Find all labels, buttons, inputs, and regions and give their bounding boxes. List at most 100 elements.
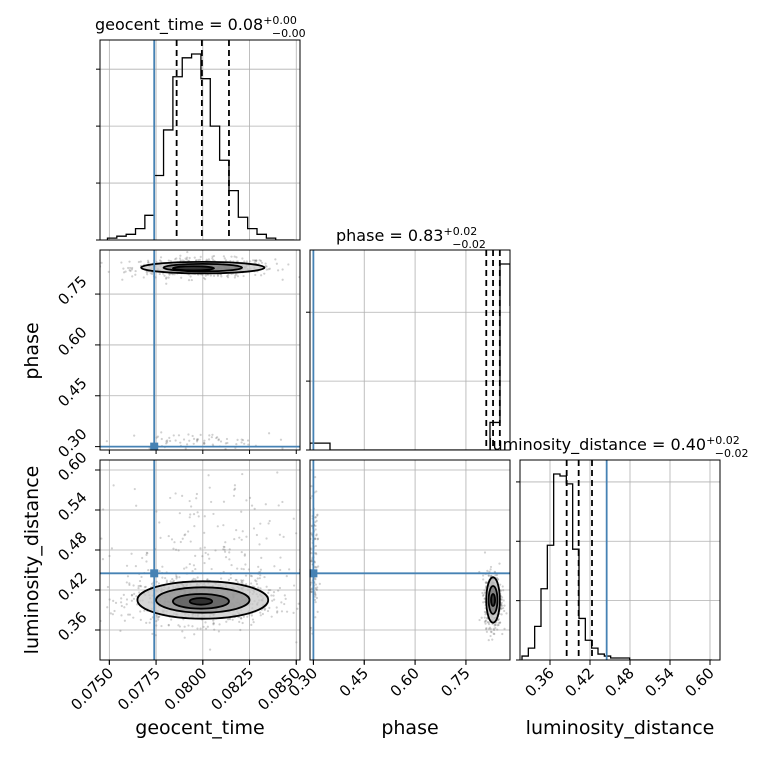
sample-point (222, 545, 225, 548)
sample-point (500, 613, 503, 616)
sample-point (149, 618, 152, 621)
sample-point (150, 582, 154, 586)
sample-point (250, 614, 253, 617)
sample-point (205, 258, 208, 261)
sample-point (235, 442, 238, 446)
phase-ytick-label-3: 0.75 (54, 272, 90, 308)
sample-point (53, 603, 55, 605)
sample-point (216, 274, 220, 277)
sample-point (206, 578, 209, 581)
sample-point (314, 476, 317, 479)
sample-point (188, 562, 191, 566)
sample-point (271, 599, 274, 602)
density-fill-level-3 (189, 598, 213, 605)
sample-point (481, 591, 484, 595)
sample-point (197, 515, 200, 518)
sample-point (490, 574, 493, 577)
sample-point (292, 517, 295, 520)
distance-xtick-label-2: 0.48 (601, 664, 637, 700)
sample-point (485, 626, 488, 630)
sample-point (231, 618, 234, 621)
sample-point (267, 432, 271, 435)
sample-point (314, 578, 317, 581)
sample-point (314, 593, 317, 596)
sample-point (207, 553, 210, 556)
sample-point (250, 504, 254, 507)
sample-point (497, 617, 500, 621)
sample-point (256, 577, 259, 580)
sample-point (202, 625, 205, 628)
sample-point (161, 565, 164, 568)
sample-point (167, 276, 170, 279)
sample-point (194, 554, 197, 558)
sample-point (120, 614, 123, 617)
sample-point (102, 508, 105, 511)
sample-point (187, 624, 190, 627)
sample-point (314, 595, 317, 598)
sample-point (164, 277, 168, 280)
sample-point (245, 260, 248, 263)
sample-point (480, 616, 483, 619)
sample-point (204, 627, 208, 630)
sample-point (488, 623, 491, 626)
sample-point (277, 269, 280, 272)
sample-point (210, 500, 213, 504)
sample-point (503, 609, 506, 613)
sample-point (223, 550, 227, 553)
sample-point (204, 278, 207, 281)
sample-point (146, 273, 149, 276)
sample-point (130, 599, 133, 602)
sample-point (135, 595, 138, 598)
sample-point (247, 568, 250, 571)
sample-point (145, 553, 148, 556)
sample-point (201, 555, 204, 558)
sample-point (315, 566, 318, 569)
sample-point (268, 606, 271, 609)
sample-point (57, 492, 59, 494)
sample-point (316, 610, 319, 613)
sample-point (224, 556, 228, 559)
sample-point (493, 623, 497, 626)
sample-point (240, 617, 243, 620)
sample-point (233, 484, 237, 487)
sample-point (235, 273, 238, 276)
sample-point (246, 615, 249, 618)
sample-point (483, 616, 486, 619)
sample-point (264, 503, 267, 506)
contour-level-0 (136, 580, 270, 620)
tp-truth-marker (150, 442, 159, 451)
sample-point (310, 485, 313, 488)
sample-point (171, 273, 174, 276)
sample-point (155, 510, 158, 513)
distance-xtick-label-0: 0.36 (521, 664, 557, 700)
sample-point (216, 525, 219, 528)
sample-point (282, 535, 285, 538)
sample-point (228, 558, 231, 561)
sample-point (196, 627, 199, 630)
sample-point (155, 436, 158, 439)
sample-point (185, 443, 189, 446)
sample-point (505, 612, 508, 615)
geocent-time-histogram-frame (99, 39, 301, 241)
sample-point (243, 554, 246, 557)
sample-point (323, 579, 325, 581)
sample-point (316, 513, 319, 516)
sample-point (494, 626, 497, 630)
sample-point (493, 624, 496, 627)
sample-point (208, 434, 211, 437)
sample-point (318, 582, 321, 585)
sample-point (315, 533, 318, 536)
geocent-time-histogram-steps (106, 53, 295, 240)
sample-point (224, 541, 227, 544)
sample-point (484, 613, 487, 616)
sample-point (155, 261, 158, 264)
sample-point (267, 589, 270, 592)
sample-point (264, 264, 267, 268)
sample-point (169, 496, 172, 500)
sample-point (192, 437, 196, 441)
sample-point (183, 625, 186, 628)
sample-point (246, 439, 250, 442)
sample-point (217, 438, 220, 441)
sample-point (169, 580, 172, 583)
phase-x-axis-label: phase (381, 717, 438, 739)
